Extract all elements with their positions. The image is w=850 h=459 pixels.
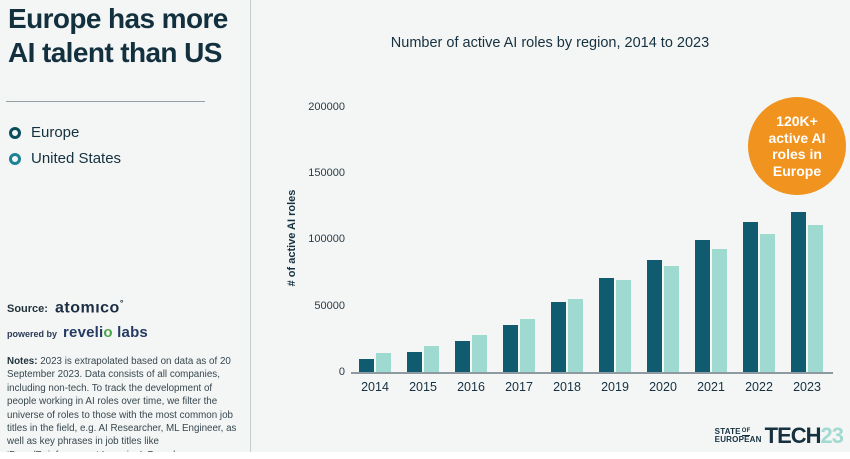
x-tick-2019: 2019 (601, 380, 629, 394)
sidebar: Europe has more AI talent than US Europe… (0, 0, 250, 459)
y-tick-200000: 200000 (308, 100, 345, 113)
x-axis-line (351, 372, 833, 374)
y-tick-100000: 100000 (308, 233, 345, 246)
bar-united-states-2023 (808, 225, 823, 373)
chart-title: Number of active AI roles by region, 201… (390, 35, 710, 51)
y-tick-50000: 50000 (314, 299, 345, 312)
x-tick-2021: 2021 (697, 380, 725, 394)
bar-europe-2023 (791, 211, 806, 373)
legend-label: Europe (31, 124, 80, 141)
revelio-labs-logo: revelio labs (63, 324, 148, 341)
bar-united-states-2014 (376, 353, 391, 373)
notes-label: Notes: (7, 356, 38, 367)
bar-europe-2017 (503, 324, 518, 373)
x-tick-2015: 2015 (409, 380, 437, 394)
logo-tech: TECH (764, 423, 822, 448)
bottom-white-strip (0, 452, 850, 459)
source-row: Source: atomıco° (7, 298, 124, 317)
title-underline (6, 101, 205, 102)
bar-united-states-2017 (520, 318, 535, 373)
bar-united-states-2020 (664, 265, 679, 373)
bar-united-states-2019 (616, 280, 631, 373)
x-tick-2018: 2018 (553, 380, 581, 394)
legend-item-europe: Europe (9, 124, 121, 141)
x-tick-2016: 2016 (457, 380, 485, 394)
bar-united-states-2015 (424, 345, 439, 373)
powered-by-row: powered by revelio labs (7, 324, 148, 341)
state-of-european-tech-logo: STATE OF EUROPEAN TECH 23 (714, 423, 845, 448)
x-tick-2022: 2022 (745, 380, 773, 394)
legend-label: United States (31, 150, 122, 167)
bar-united-states-2022 (760, 234, 775, 373)
badge-line1: 120K+ (776, 113, 818, 129)
page-title-line1: Europe has more (8, 3, 228, 34)
x-tick-2020: 2020 (649, 380, 677, 394)
logo-european: EUROPEAN (714, 435, 762, 444)
bar-europe-2015 (407, 351, 422, 373)
notes-text: 2023 is extrapolated based on data as of… (7, 356, 237, 459)
legend-ring-icon (9, 152, 21, 165)
bar-europe-2021 (695, 239, 710, 373)
bar-europe-2016 (455, 341, 470, 373)
y-tick-0: 0 (338, 366, 345, 378)
annotation-badge: 120K+ active AI roles in Europe (748, 97, 846, 195)
page-title-line2: AI talent than US (8, 37, 222, 68)
x-tick-2014: 2014 (361, 380, 389, 394)
revelio-green-dot-icon: o (103, 324, 113, 341)
badge-line2: active AI (768, 129, 826, 146)
page-title: Europe has more AI talent than US (8, 2, 228, 70)
legend-item-united-states: United States (9, 150, 121, 167)
y-tick-150000: 150000 (308, 166, 345, 179)
logo-state: STATE (714, 427, 741, 436)
legend-ring-icon (9, 126, 21, 139)
bar-united-states-2018 (568, 299, 583, 373)
atomico-logo: atomıco° (54, 298, 124, 317)
logo-year: 23 (820, 423, 845, 448)
bar-europe-2022 (743, 221, 758, 373)
bar-united-states-2016 (472, 334, 487, 373)
vertical-divider (250, 0, 251, 452)
bar-europe-2018 (551, 302, 566, 373)
bar-europe-2019 (599, 278, 614, 373)
badge-line4: Europe (772, 162, 822, 179)
x-tick-2017: 2017 (505, 380, 533, 394)
atomico-trademark-icon: ° (119, 298, 124, 308)
legend: Europe United States (9, 124, 121, 176)
powered-by-label: powered by (7, 329, 58, 339)
notes: Notes: 2023 is extrapolated based on dat… (7, 355, 240, 459)
bar-united-states-2021 (712, 249, 727, 373)
bar-europe-2014 (359, 359, 374, 373)
logo-of: OF (741, 428, 751, 436)
badge-line3: roles in (772, 146, 822, 162)
bar-europe-2020 (647, 259, 662, 373)
source-label: Source: (7, 303, 48, 316)
x-tick-2023: 2023 (793, 380, 821, 394)
